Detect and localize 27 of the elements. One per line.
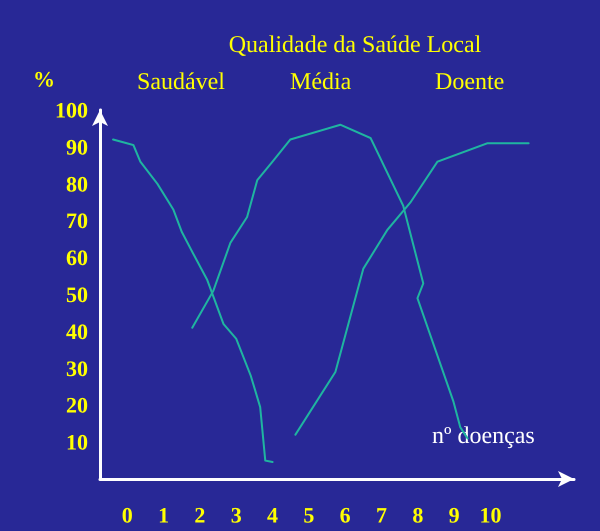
y-tick-label: 20 [66,392,88,418]
x-tick-label: 3 [230,502,242,528]
y-tick-label: 40 [66,318,88,344]
x-tick-label: 7 [376,502,387,528]
y-tick-label: 10 [66,430,88,455]
x-tick-label: 4 [267,502,278,528]
y-tick-label: 60 [66,245,88,270]
text: Doente [434,69,504,95]
x-tick-label: 0 [122,502,133,528]
x-tick-label: 2 [194,502,206,528]
x-tick-label: 9 [448,502,460,528]
y-tick-label: 100 [55,98,88,122]
x-axis-title: nº doenças [432,423,535,449]
chart-title: Qualidade da Saúde Local [228,32,482,58]
y-tick-label: 50 [66,282,88,307]
text: Saudável [136,69,226,95]
x-tick-label: 6 [340,502,351,528]
y-tick-label: 80 [66,171,88,196]
x-tick-label: 5 [303,502,314,528]
y-tick-label: 30 [66,356,88,381]
y-tick-label: 90 [66,134,88,160]
y-axis-title: % [33,66,55,92]
series-label: Média [290,69,352,95]
y-tick-label: 70 [66,208,88,234]
x-tick-label: 1 [158,502,170,528]
x-tick-label: 10 [479,502,502,528]
x-tick-label: 8 [412,502,424,528]
